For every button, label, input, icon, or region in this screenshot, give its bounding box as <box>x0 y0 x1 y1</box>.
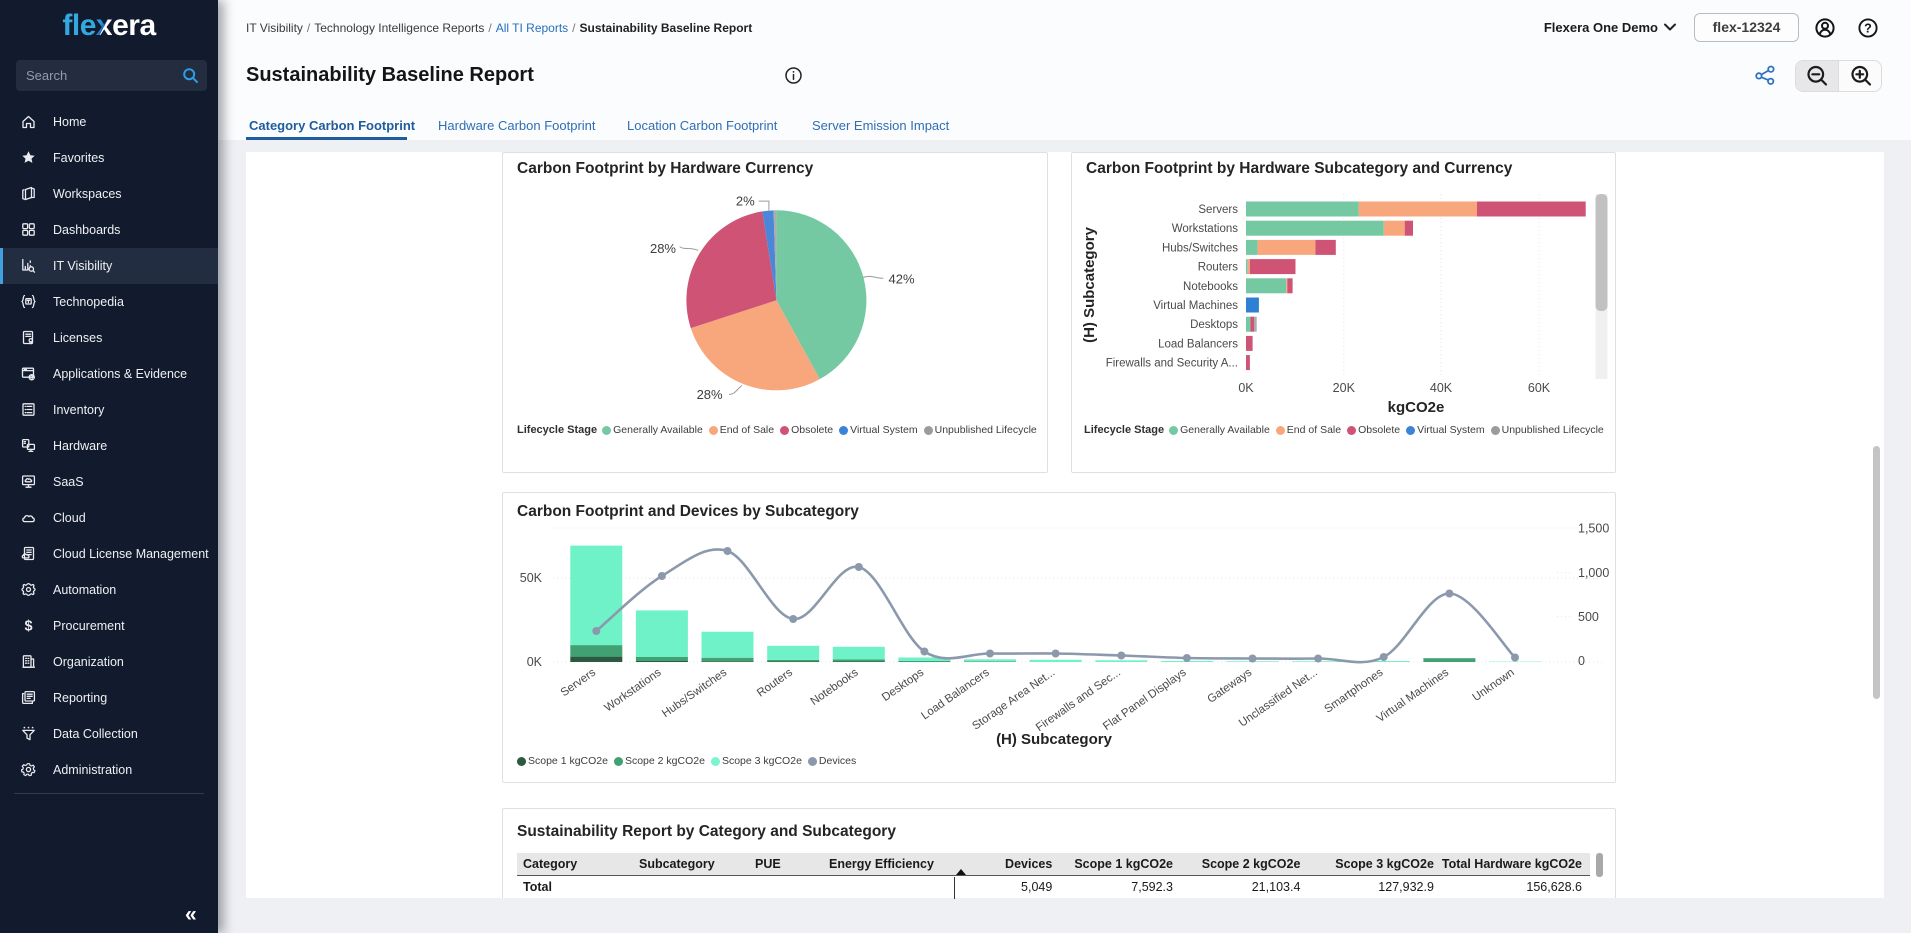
svg-text:Servers: Servers <box>559 666 599 699</box>
svg-text:Load Balancers: Load Balancers <box>919 666 992 722</box>
svg-text:Notebooks: Notebooks <box>1183 281 1238 293</box>
svg-text:?: ? <box>1864 22 1872 36</box>
svg-text:Workstations: Workstations <box>1172 223 1239 235</box>
svg-text:Smartphones: Smartphones <box>1323 666 1386 715</box>
svg-text:kgCO2e: kgCO2e <box>1388 399 1445 416</box>
svg-text:500: 500 <box>1578 610 1599 624</box>
svg-text:Routers: Routers <box>755 666 795 699</box>
svg-text:Load Balancers: Load Balancers <box>1158 338 1238 350</box>
svg-text:0K: 0K <box>527 655 543 669</box>
svg-text:28%: 28% <box>697 387 723 402</box>
svg-text:0: 0 <box>1578 654 1585 668</box>
svg-text:Unknown: Unknown <box>1471 667 1517 704</box>
svg-text:28%: 28% <box>650 241 676 256</box>
svg-text:2%: 2% <box>736 194 755 209</box>
svg-text:1,000: 1,000 <box>1578 566 1609 580</box>
svg-text:40K: 40K <box>1430 381 1453 395</box>
svg-text:(H) Subcategory: (H) Subcategory <box>996 731 1113 748</box>
svg-text:Workstations: Workstations <box>602 666 663 714</box>
svg-text:60K: 60K <box>1528 381 1551 395</box>
svg-text:Servers: Servers <box>1198 204 1238 216</box>
svg-text:42%: 42% <box>889 272 915 287</box>
svg-text:0K: 0K <box>1238 381 1254 395</box>
svg-text:Routers: Routers <box>1198 262 1239 274</box>
svg-text:Hubs/Switches: Hubs/Switches <box>1162 242 1238 254</box>
svg-text:Desktops: Desktops <box>880 666 926 703</box>
svg-text:Hubs/Switches: Hubs/Switches <box>660 666 729 720</box>
svg-text:Notebooks: Notebooks <box>809 666 861 708</box>
svg-text:Virtual Machines: Virtual Machines <box>1375 666 1452 725</box>
svg-text:Firewalls and Security A...: Firewalls and Security A... <box>1106 358 1238 370</box>
svg-text:20K: 20K <box>1333 381 1356 395</box>
svg-text:1,500: 1,500 <box>1578 522 1609 536</box>
svg-text:Virtual Machines: Virtual Machines <box>1153 300 1238 312</box>
svg-text:Desktops: Desktops <box>1190 319 1238 331</box>
svg-text:50K: 50K <box>520 571 543 585</box>
svg-text:$: $ <box>24 618 32 634</box>
svg-text:(H) Subcategory: (H) Subcategory <box>1081 226 1098 343</box>
svg-text:Gateways: Gateways <box>1205 666 1254 705</box>
